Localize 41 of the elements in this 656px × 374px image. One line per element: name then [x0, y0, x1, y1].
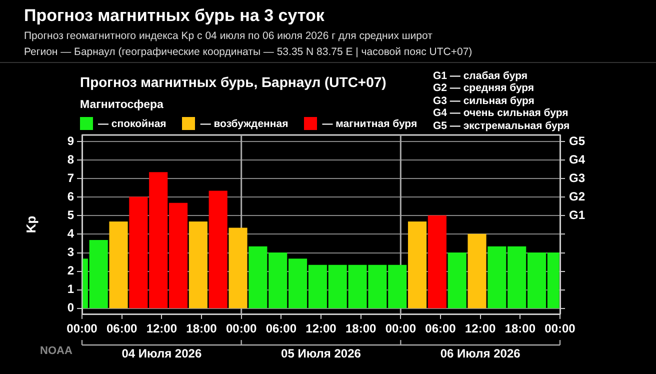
x-tick-label: 06:00: [106, 322, 138, 336]
x-tick-label: 06:00: [425, 322, 456, 336]
x-tick-label: 18:00: [186, 322, 218, 336]
y-tick-label: 3: [67, 245, 74, 260]
text: 05 Июля 2026: [281, 346, 362, 360]
text: 04 Июля 2026: [122, 346, 202, 360]
text: G4: [569, 152, 586, 166]
y-tick-label: 7: [67, 170, 74, 185]
text: G1: [569, 208, 586, 222]
x-tick-label: 00:00: [226, 322, 257, 336]
y-tick-label: 2: [67, 264, 74, 278]
x-tick-label: 00:00: [544, 322, 576, 336]
chart-subtitle: Прогноз геомагнитного индекса Kp с 04 июля по 06 июля 2026 г для средних широт Регион — Барнаул (географические координаты — 53.35 N 83.75 E | часовой пояс UTC+07): [24, 29, 472, 60]
x-tick-label: 00:00: [385, 322, 416, 336]
text: G2: [569, 189, 586, 204]
y-tick-label: 8: [67, 152, 74, 166]
x-tick-label: 00:00: [66, 322, 98, 336]
y-tick-label: 1: [67, 282, 74, 296]
chart-title: Прогноз магнитных бурь на 3 суток: [24, 6, 324, 26]
x-tick-label: 12:00: [464, 322, 496, 336]
y-tick-label: 9: [67, 134, 74, 148]
legend-label: — возбужденная: [200, 118, 288, 130]
y-tick-label: 0: [67, 300, 74, 315]
text: G1 — слабая буря G2 — средняя буря G3 — сильная буря G4 — очень сильная буря G5 — экстремальная буря: [433, 70, 570, 132]
text: G3: [569, 170, 586, 185]
legend-title: Магнитосфера: [80, 99, 164, 111]
x-tick-label: 12:00: [146, 322, 178, 336]
text: NOAA: [40, 345, 72, 357]
text: Прогноз магнитных бурь, Барнаул (UTC+07): [80, 74, 386, 90]
y-tick-label: 6: [67, 189, 74, 204]
y-tick-label: 5: [67, 208, 74, 222]
legend-label: — спокойная: [98, 118, 166, 130]
x-tick-label: 12:00: [306, 322, 337, 336]
x-tick-label: 18:00: [345, 322, 376, 336]
x-tick-label: 18:00: [504, 322, 536, 336]
legend-label: — магнитная буря: [322, 118, 418, 130]
x-tick-label: 06:00: [266, 322, 297, 336]
text: G5: [569, 134, 586, 148]
y-tick-label: 4: [67, 226, 74, 241]
y-axis-title: Kp: [23, 216, 38, 234]
text: 06 Июля 2026: [440, 346, 521, 360]
